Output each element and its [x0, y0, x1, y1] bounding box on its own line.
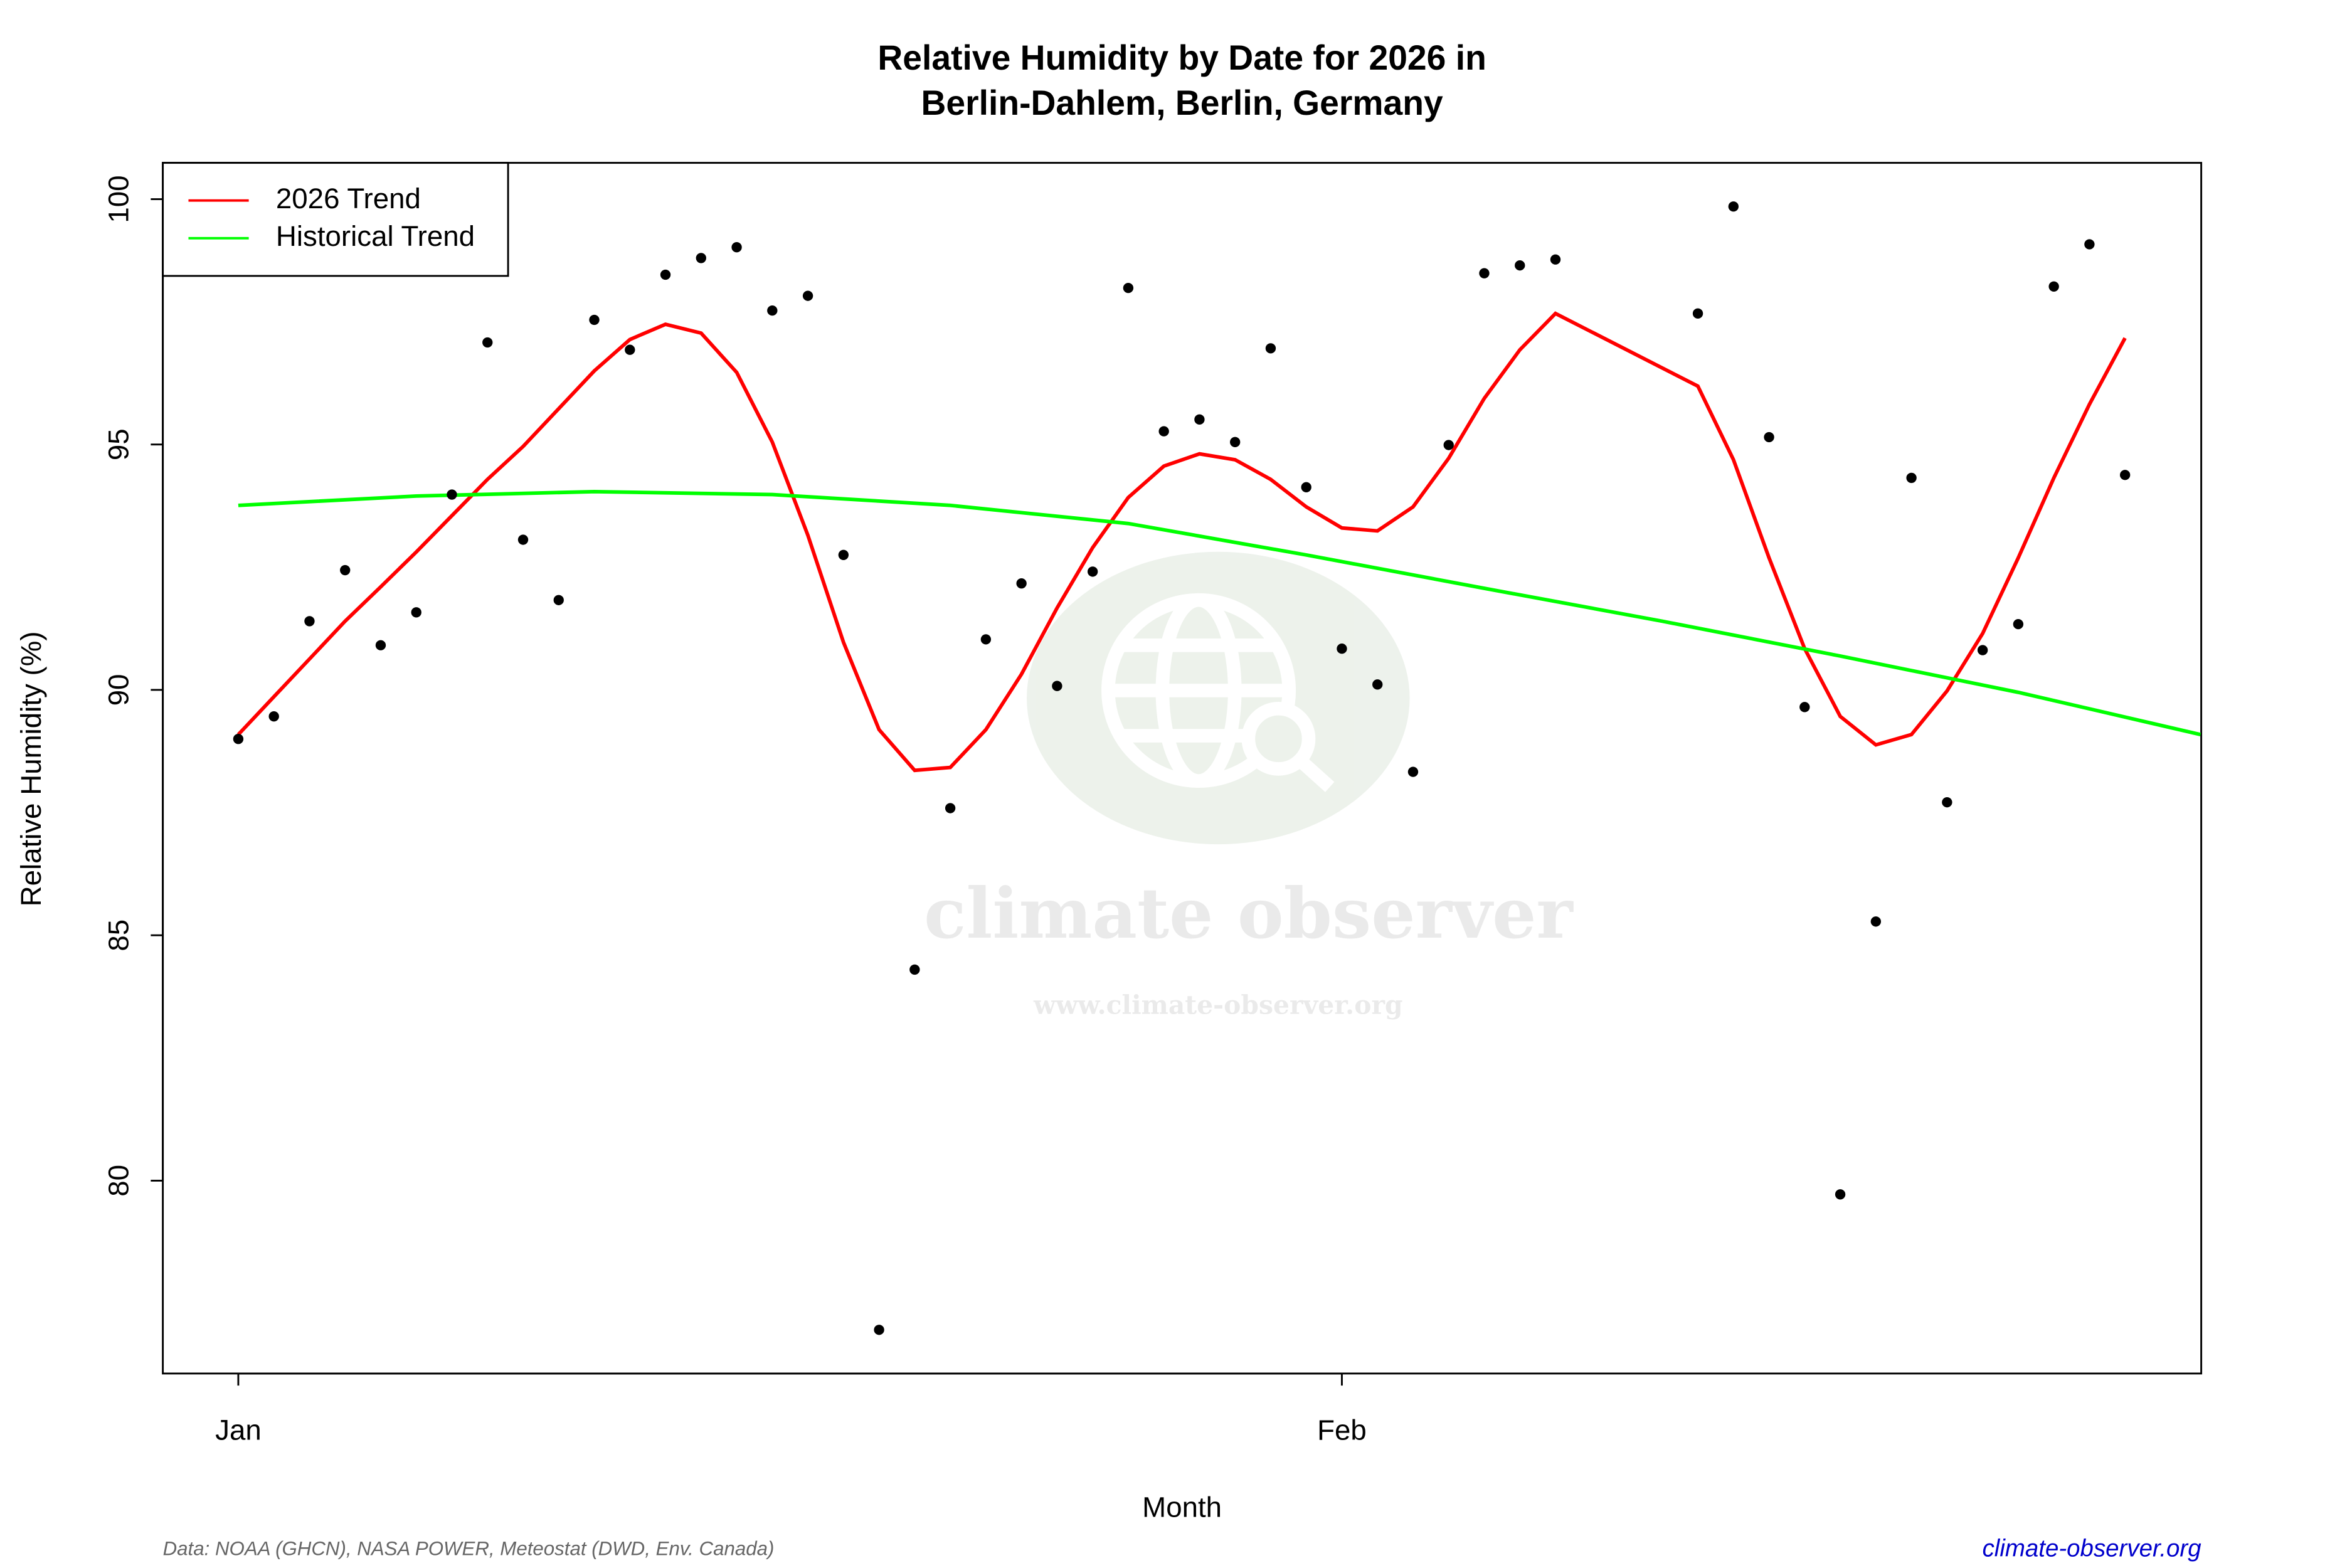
- y-tick-label: 85: [102, 919, 134, 951]
- data-point: [1230, 437, 1241, 447]
- trend-line: [236, 311, 2127, 773]
- data-point: [1194, 414, 1205, 425]
- data-point: [1265, 343, 1276, 354]
- data-point: [1870, 916, 1882, 927]
- y-tick-label: 90: [102, 674, 134, 706]
- data-point: [767, 305, 778, 316]
- data-point: [909, 964, 920, 975]
- chart-title: Berlin-Dahlem, Berlin, Germany: [921, 83, 1443, 122]
- data-point: [802, 290, 813, 301]
- data-point: [731, 242, 742, 253]
- data-point: [1942, 797, 1952, 808]
- data-point: [1835, 1189, 1846, 1200]
- data-point: [625, 344, 635, 355]
- data-point: [340, 564, 351, 576]
- chart-title: Relative Humidity by Date for 2026 in: [877, 38, 1486, 77]
- x-tick-label: Feb: [1317, 1414, 1367, 1446]
- data-point: [375, 640, 386, 650]
- data-point: [1977, 645, 1988, 655]
- data-point: [1407, 766, 1419, 777]
- data-point: [1123, 282, 1134, 294]
- data-point: [1443, 440, 1454, 450]
- data-point: [589, 314, 600, 326]
- data-point: [945, 803, 956, 813]
- data-point: [2084, 239, 2095, 250]
- data-point: [517, 534, 529, 545]
- website-link: climate-observer.org: [1983, 1535, 2202, 1562]
- data-point: [874, 1325, 884, 1335]
- data-point: [660, 269, 671, 280]
- x-tick-label: Jan: [215, 1414, 262, 1446]
- legend: 2026 Trend Historical Trend: [162, 162, 509, 277]
- watermark-text: climate observer: [924, 873, 1574, 955]
- data-point: [1799, 702, 1810, 712]
- trend-line: [238, 489, 2201, 736]
- data-point: [1692, 308, 1703, 319]
- y-axis-label: Relative Humidity (%): [15, 632, 47, 907]
- data-point: [1479, 268, 1490, 278]
- watermark-globe: [1101, 593, 1335, 792]
- legend-label: Historical Trend: [276, 220, 475, 252]
- watermark: climate observer www.climate-observer.or…: [924, 551, 1574, 1020]
- watermark-url: www.climate-observer.org: [1033, 990, 1403, 1020]
- data-point: [411, 607, 421, 618]
- x-axis-label: Month: [1142, 1491, 1222, 1523]
- data-point: [304, 616, 315, 627]
- data-point: [838, 549, 849, 560]
- source-note: Data: NOAA (GHCN), NASA POWER, Meteostat…: [163, 1537, 775, 1559]
- data-point: [482, 337, 493, 348]
- data-point: [1728, 201, 1739, 212]
- data-point: [1372, 679, 1383, 690]
- data-point: [696, 253, 706, 263]
- data-point: [2119, 470, 2131, 480]
- data-point: [1515, 260, 1525, 271]
- legend-box: [162, 162, 509, 277]
- data-point: [980, 634, 992, 645]
- data-point: [233, 734, 244, 744]
- y-tick-label: 95: [102, 428, 134, 460]
- data-point: [1337, 644, 1347, 654]
- y-tick-label: 100: [102, 175, 134, 223]
- data-point: [553, 595, 564, 605]
- data-point: [447, 489, 457, 500]
- data-point: [1906, 472, 1917, 484]
- data-point: [1550, 254, 1561, 265]
- data-point: [2048, 281, 2059, 292]
- legend-label: 2026 Trend: [276, 183, 421, 215]
- data-point: [1052, 681, 1062, 691]
- data-point: [1301, 482, 1311, 492]
- data-point: [1087, 566, 1098, 577]
- data-point: [268, 711, 279, 722]
- data-point: [1158, 426, 1169, 437]
- y-tick-label: 80: [102, 1165, 134, 1197]
- data-point: [1764, 432, 1774, 443]
- data-point: [2013, 618, 2024, 630]
- data-point: [1016, 578, 1027, 589]
